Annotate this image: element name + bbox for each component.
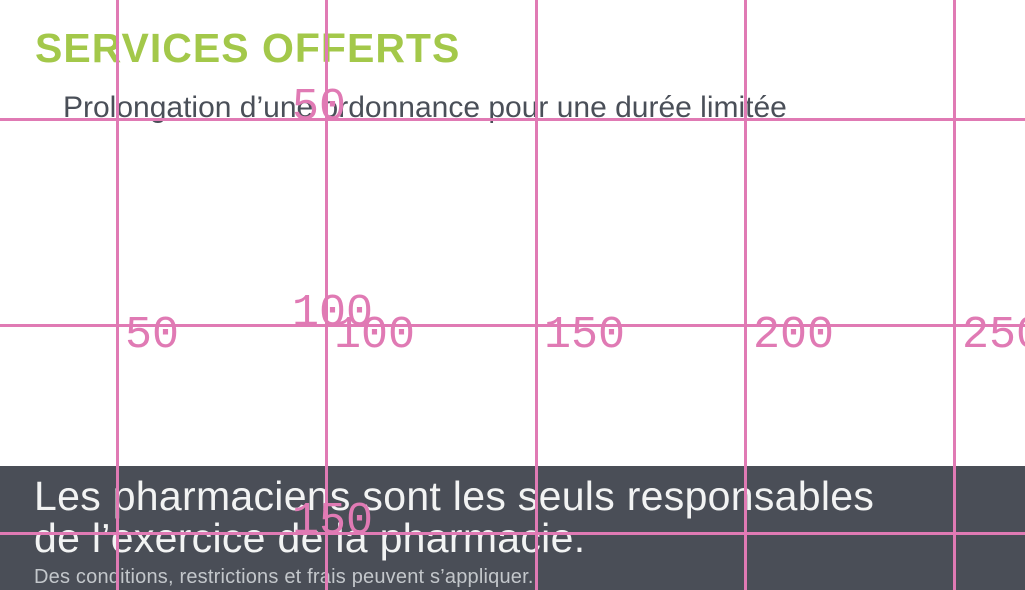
page-subtitle: Prolongation d’une ordonnance pour une d…	[63, 91, 787, 124]
banner-statement-line2: de l’exercice de la pharmacie.	[34, 515, 586, 561]
grid-line-horizontal-100	[0, 324, 1025, 327]
grid-label-y-100: 100	[292, 288, 374, 339]
grid-label-x-100: 100	[334, 310, 416, 361]
footer-banner: Les pharmaciens sont les seuls responsab…	[0, 466, 1025, 590]
banner-disclaimer: Des conditions, restrictions et frais pe…	[34, 566, 534, 588]
grid-label-x-250: 250	[962, 310, 1025, 361]
grid-label-x-200: 200	[753, 310, 835, 361]
grid-label-x-50: 50	[125, 310, 180, 361]
page-title: SERVICES OFFERTS	[35, 25, 461, 71]
grid-label-x-150: 150	[544, 310, 626, 361]
banner-statement: Les pharmaciens sont les seuls responsab…	[34, 475, 874, 559]
banner-statement-line1: Les pharmaciens sont les seuls responsab…	[34, 473, 875, 519]
